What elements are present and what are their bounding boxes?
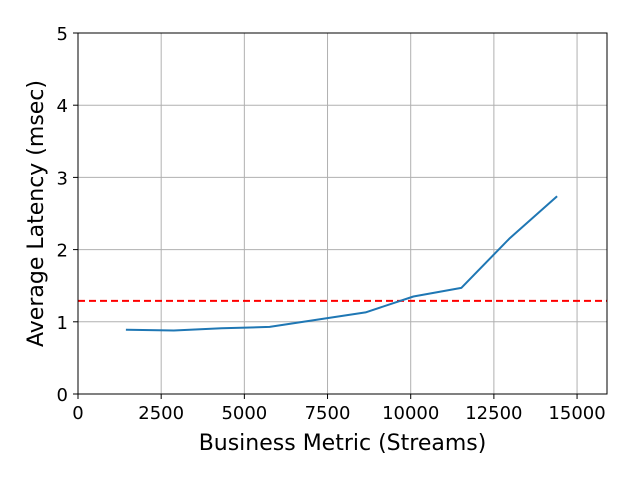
x-tick-label: 10000	[382, 403, 439, 424]
y-tick-label: 4	[57, 96, 68, 117]
latency-series-line	[125, 195, 558, 332]
plot-frame	[77, 32, 608, 395]
y-tick-label: 2	[57, 241, 68, 262]
grid-lines	[77, 32, 607, 395]
y-axis-ticks: 0 1 2 3 4 5	[57, 24, 78, 406]
y-tick-label: 0	[57, 385, 68, 406]
x-tick-label: 5000	[221, 403, 267, 424]
y-axis-label: Average Latency (msec)	[24, 80, 49, 347]
y-tick-label: 5	[57, 24, 68, 45]
y-tick-label: 3	[57, 168, 68, 189]
x-tick-label: 12500	[465, 403, 522, 424]
y-tick-label: 1	[57, 313, 68, 334]
x-tick-label: 2500	[138, 403, 184, 424]
series-group	[125, 195, 558, 332]
x-axis-ticks: 0 2500 5000 7500 10000 12500 15000	[72, 394, 606, 424]
x-axis-label: Business Metric (Streams)	[199, 431, 487, 456]
x-tick-label: 7500	[305, 403, 351, 424]
x-tick-label: 15000	[548, 403, 605, 424]
x-tick-label: 0	[72, 403, 83, 424]
